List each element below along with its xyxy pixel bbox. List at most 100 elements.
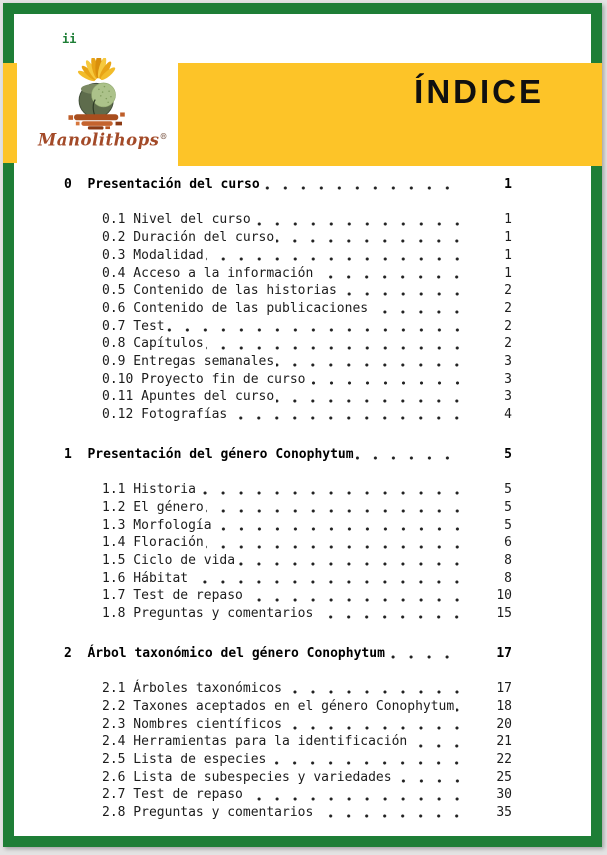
page-title: ÍNDICE bbox=[414, 73, 544, 110]
toc-entry-page-number: 10 bbox=[496, 588, 512, 604]
toc-section-header: 2 Árbol taxonómico del género Conophytum… bbox=[64, 644, 512, 663]
toc-entry: 1.6 Hábitat 8 bbox=[102, 569, 512, 588]
toc-entry-page-number: 2 bbox=[504, 318, 512, 334]
toc-entry-title: 2.5 Lista de especies bbox=[102, 752, 267, 768]
dot-leader bbox=[307, 370, 468, 389]
toc-entry-page-number: 25 bbox=[496, 769, 512, 785]
toc-entry: 0.10 Proyecto fin de curso 3 bbox=[102, 370, 512, 389]
toc-entry: 0.8 Capítulos 2 bbox=[102, 335, 512, 354]
toc-entry-page-number: 3 bbox=[504, 389, 512, 405]
toc-entry-page-number: 6 bbox=[504, 535, 512, 551]
dot-leader bbox=[370, 299, 468, 318]
toc-entry-title: 1.4 Floración bbox=[102, 535, 204, 551]
dot-leader bbox=[205, 534, 468, 553]
toc-entry-title: 1.3 Morfología bbox=[102, 517, 212, 533]
toc-entry-title: 0.8 Capítulos bbox=[102, 336, 204, 352]
toc-entry: 2.6 Lista de subespecies y variedades 25 bbox=[102, 768, 512, 787]
toc-entry: 1.5 Ciclo de vida 8 bbox=[102, 552, 512, 570]
toc-entry: 0.3 Modalidad 1 bbox=[102, 246, 512, 265]
toc-entry-page-number: 35 bbox=[496, 805, 512, 821]
dot-leader bbox=[456, 697, 468, 716]
toc-entry-title: 1.5 Ciclo de vida bbox=[102, 553, 236, 569]
toc-entry-title: 0.11 Apuntes del curso bbox=[102, 389, 275, 405]
accent-strip-left bbox=[3, 63, 17, 163]
toc-entry-title: 0.12 Fotografías bbox=[102, 407, 228, 423]
dot-leader bbox=[276, 353, 468, 371]
toc-entry-title: 1.8 Preguntas y comentarios bbox=[102, 606, 314, 622]
dot-leader bbox=[205, 335, 468, 354]
toc-entry-list: 0.1 Nivel del curso 1 0.2 Duración del c… bbox=[64, 211, 512, 424]
toc-entry: 2.8 Preguntas y comentarios 35 bbox=[102, 804, 512, 822]
toc-entry-title: 1.6 Hábitat bbox=[102, 570, 189, 586]
toc-entry: 0.5 Contenido de las historias 2 bbox=[102, 282, 512, 300]
toc-entry-title: 2.4 Herramientas para la identificación bbox=[102, 734, 408, 750]
toc-entry: 1.7 Test de repaso 10 bbox=[102, 587, 512, 606]
toc-entry-page-number: 21 bbox=[496, 734, 512, 750]
page-number-corner: ii bbox=[62, 32, 77, 46]
dot-leader bbox=[166, 317, 468, 336]
dot-leader bbox=[268, 751, 468, 769]
dot-leader bbox=[284, 715, 468, 734]
dot-leader bbox=[284, 680, 468, 698]
toc-entry-title: 2.8 Preguntas y comentarios bbox=[102, 805, 314, 821]
toc-entry: 1.8 Preguntas y comentarios 15 bbox=[102, 605, 512, 623]
toc-entry-page-number: 5 bbox=[504, 517, 512, 533]
toc-entry-title: 0.4 Acceso a la información bbox=[102, 265, 314, 281]
toc-section-title: 0 Presentación del curso bbox=[64, 177, 260, 192]
toc-entry-page-number: 3 bbox=[504, 371, 512, 387]
toc-entry: 2.3 Nombres científicos 20 bbox=[102, 715, 512, 734]
toc-entry: 0.4 Acceso a la información 1 bbox=[102, 264, 512, 283]
toc-entry-page-number: 20 bbox=[496, 716, 512, 732]
brand-name: Manolithops bbox=[38, 130, 160, 150]
toc-entry-page-number: 2 bbox=[504, 336, 512, 352]
toc-section: 0 Presentación del curso 1 0.1 Nivel del… bbox=[64, 176, 512, 424]
dot-leader bbox=[276, 229, 468, 247]
toc: 0 Presentación del curso 1 0.1 Nivel del… bbox=[64, 176, 512, 822]
toc-entry-title: 2.1 Árboles taxonómicos bbox=[102, 681, 283, 697]
toc-section: 2 Árbol taxonómico del género Conophytum… bbox=[64, 644, 512, 822]
toc-entry-page-number: 1 bbox=[504, 230, 512, 246]
dot-leader bbox=[244, 587, 468, 606]
toc-section-page-number: 17 bbox=[496, 645, 512, 661]
toc-entry-title: 2.3 Nombres científicos bbox=[102, 716, 283, 732]
dot-leader bbox=[315, 804, 468, 822]
toc-section: 1 Presentación del género Conophytum 5 1… bbox=[64, 445, 512, 623]
toc-entry-page-number: 8 bbox=[504, 553, 512, 569]
dot-leader bbox=[205, 498, 468, 517]
toc-entry-title: 0.6 Contenido de las publicaciones bbox=[102, 300, 369, 316]
toc-entry-title: 0.7 Test bbox=[102, 318, 165, 334]
brand-wordmark: Manolithops® bbox=[38, 130, 167, 150]
toc-entry-page-number: 5 bbox=[504, 482, 512, 498]
toc-entry: 1.2 El género 5 bbox=[102, 498, 512, 517]
toc-entry: 0.7 Test 2 bbox=[102, 317, 512, 336]
toc-entry-page-number: 30 bbox=[496, 787, 512, 803]
dot-leader bbox=[244, 786, 468, 805]
toc-entry-title: 0.10 Proyecto fin de curso bbox=[102, 371, 306, 387]
toc-entry-page-number: 17 bbox=[496, 681, 512, 697]
toc-entry: 0.12 Fotografías 4 bbox=[102, 406, 512, 424]
toc-entry-title: 0.1 Nivel del curso bbox=[102, 212, 251, 228]
toc-entry: 2.2 Taxones aceptados en el género Conop… bbox=[102, 697, 512, 716]
toc-entry: 0.6 Contenido de las publicaciones 2 bbox=[102, 299, 512, 318]
toc-section-page-number: 1 bbox=[504, 177, 512, 192]
toc-entry-title: 2.7 Test de repaso bbox=[102, 787, 243, 803]
toc-entry-page-number: 1 bbox=[504, 247, 512, 263]
dot-leader bbox=[205, 246, 468, 265]
toc-entry-title: 1.1 Historia bbox=[102, 482, 196, 498]
toc-entry: 0.2 Duración del curso 1 bbox=[102, 229, 512, 247]
toc-section-title: 2 Árbol taxonómico del género Conophytum bbox=[64, 645, 385, 661]
toc-entry: 2.7 Test de repaso 30 bbox=[102, 786, 512, 805]
toc-entry-title: 0.5 Contenido de las historias bbox=[102, 283, 337, 299]
toc-entry-title: 0.2 Duración del curso bbox=[102, 230, 275, 246]
toc-entry: 2.5 Lista de especies 22 bbox=[102, 751, 512, 769]
toc-entry-page-number: 22 bbox=[496, 752, 512, 768]
toc-entry: 1.1 Historia 5 bbox=[102, 481, 512, 499]
dot-leader bbox=[409, 733, 468, 752]
toc-entry-title: 2.2 Taxones aceptados en el género Conop… bbox=[102, 698, 455, 714]
dot-leader bbox=[315, 264, 468, 283]
dot-leader bbox=[386, 644, 458, 663]
dot-leader bbox=[213, 516, 468, 535]
toc-section-title: 1 Presentación del género Conophytum bbox=[64, 446, 354, 462]
toc-entry-page-number: 2 bbox=[504, 300, 512, 316]
toc-entry-page-number: 18 bbox=[496, 698, 512, 714]
